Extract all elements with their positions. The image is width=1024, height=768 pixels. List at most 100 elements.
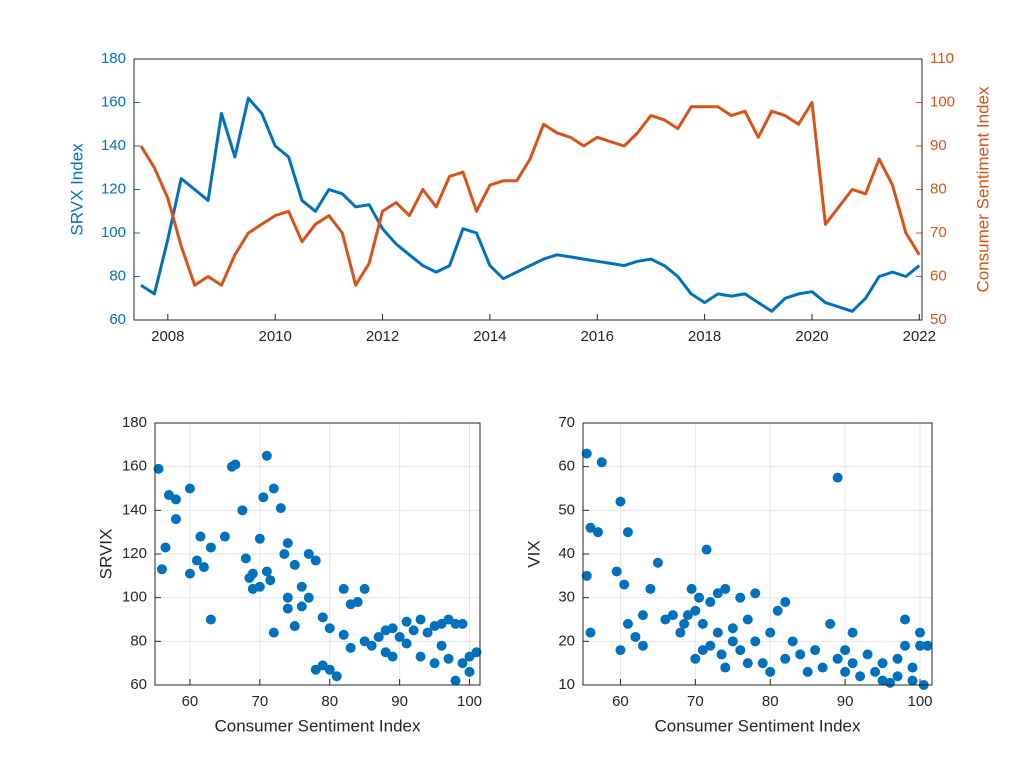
scatter-point <box>408 625 419 636</box>
x-tick-label: 80 <box>321 693 338 710</box>
scatter-point <box>915 627 926 638</box>
scatter-point <box>581 448 592 459</box>
scatter-point <box>847 658 858 669</box>
scatter-point <box>387 651 398 662</box>
x-tick-label: 90 <box>391 693 408 710</box>
scatter-point <box>892 653 903 664</box>
scatter-point <box>317 612 328 623</box>
y-tick-label: 100 <box>101 224 126 241</box>
scatter-point <box>795 649 806 660</box>
scatter-point <box>611 566 622 577</box>
scatter-point <box>254 581 265 592</box>
x-tick-label: 2018 <box>688 328 721 345</box>
scatter-point <box>282 603 293 614</box>
scatter-point <box>258 492 269 503</box>
scatter-point <box>637 640 648 651</box>
x-tick-label: 2010 <box>258 328 291 345</box>
x-tick-label: 60 <box>612 693 629 710</box>
scatter-point <box>922 640 933 651</box>
scatter-point <box>637 610 648 621</box>
scatter-point <box>750 636 761 647</box>
scatter-point <box>900 640 911 651</box>
scatter-point <box>387 623 398 634</box>
scatter-point <box>701 544 712 555</box>
scatter-point <box>415 651 426 662</box>
y-tick-label: 120 <box>101 180 126 197</box>
y2-tick-label: 90 <box>930 137 947 154</box>
y-tick-label: 140 <box>122 501 147 518</box>
scatter-point <box>772 605 783 616</box>
scatter-point <box>885 677 896 688</box>
scatter-point <box>855 671 866 682</box>
scatter-point <box>170 494 181 505</box>
scatter-point <box>205 542 216 553</box>
y-tick-label: 80 <box>130 632 147 649</box>
scatter-point <box>160 542 171 553</box>
scatter-point <box>191 555 202 566</box>
scatter-point <box>450 675 461 686</box>
x-tick-label: 70 <box>251 693 268 710</box>
scatter-point <box>184 483 195 494</box>
scatter-point <box>464 666 475 677</box>
y-tick-label: 180 <box>101 50 126 67</box>
scatter-point <box>727 623 738 634</box>
scatter-point <box>810 645 821 656</box>
scatter-point <box>675 627 686 638</box>
scatter-point <box>705 597 716 608</box>
y2-tick-label: 100 <box>930 93 955 110</box>
scatter-point <box>652 557 663 568</box>
scatter-point <box>596 457 607 468</box>
scatter-point <box>282 592 293 603</box>
scatter-point <box>289 559 300 570</box>
x-tick-label: 2016 <box>581 328 614 345</box>
scatter-point <box>679 618 690 629</box>
scatter-point <box>712 588 723 599</box>
scatter-point <box>870 666 881 677</box>
scatter-point <box>195 531 206 542</box>
scatter-point <box>324 623 335 634</box>
scatter-point <box>296 601 307 612</box>
y-tick-label: 70 <box>558 414 575 431</box>
y-tick-label: 180 <box>122 414 147 431</box>
scatter-point <box>156 564 167 575</box>
scatter-point <box>907 675 918 686</box>
y-tick-label: 100 <box>122 589 147 606</box>
scatter-point <box>690 605 701 616</box>
scatter-point <box>345 642 356 653</box>
scatter-point <box>877 658 888 669</box>
scatter-point <box>862 649 873 660</box>
y-axis-label: VIX <box>524 540 543 567</box>
y-tick-label: 140 <box>101 137 126 154</box>
y2-tick-label: 50 <box>930 311 947 328</box>
scatter-point <box>686 583 697 594</box>
scatter-point <box>153 463 164 474</box>
scatter-point <box>219 531 230 542</box>
scatter-point <box>697 618 708 629</box>
x-axis-label: Consumer Sentiment Index <box>655 716 861 735</box>
scatter-point <box>282 538 293 549</box>
scatter-point <box>765 627 776 638</box>
scatter-point <box>324 664 335 675</box>
scatter-point <box>585 522 596 533</box>
scatter-point <box>825 618 836 629</box>
y-tick-label: 40 <box>558 545 575 562</box>
scatter-point <box>331 671 342 682</box>
y-axis-label: SRVX Index <box>67 143 86 236</box>
x-tick-label: 60 <box>182 693 199 710</box>
scatter-point <box>694 592 705 603</box>
scatter-point <box>817 662 828 673</box>
scatter-point <box>261 566 272 577</box>
scatter-point <box>366 640 377 651</box>
scatter-point <box>727 636 738 647</box>
scatter-point <box>787 636 798 647</box>
scatter-point <box>780 653 791 664</box>
scatter-point <box>170 514 181 525</box>
x-tick-label: 90 <box>837 693 854 710</box>
scatter-point <box>275 503 286 514</box>
scatter-point <box>900 614 911 625</box>
scatter-point <box>429 658 440 669</box>
scatter-point <box>450 618 461 629</box>
scatter-point <box>581 570 592 581</box>
y-tick-label: 120 <box>122 545 147 562</box>
